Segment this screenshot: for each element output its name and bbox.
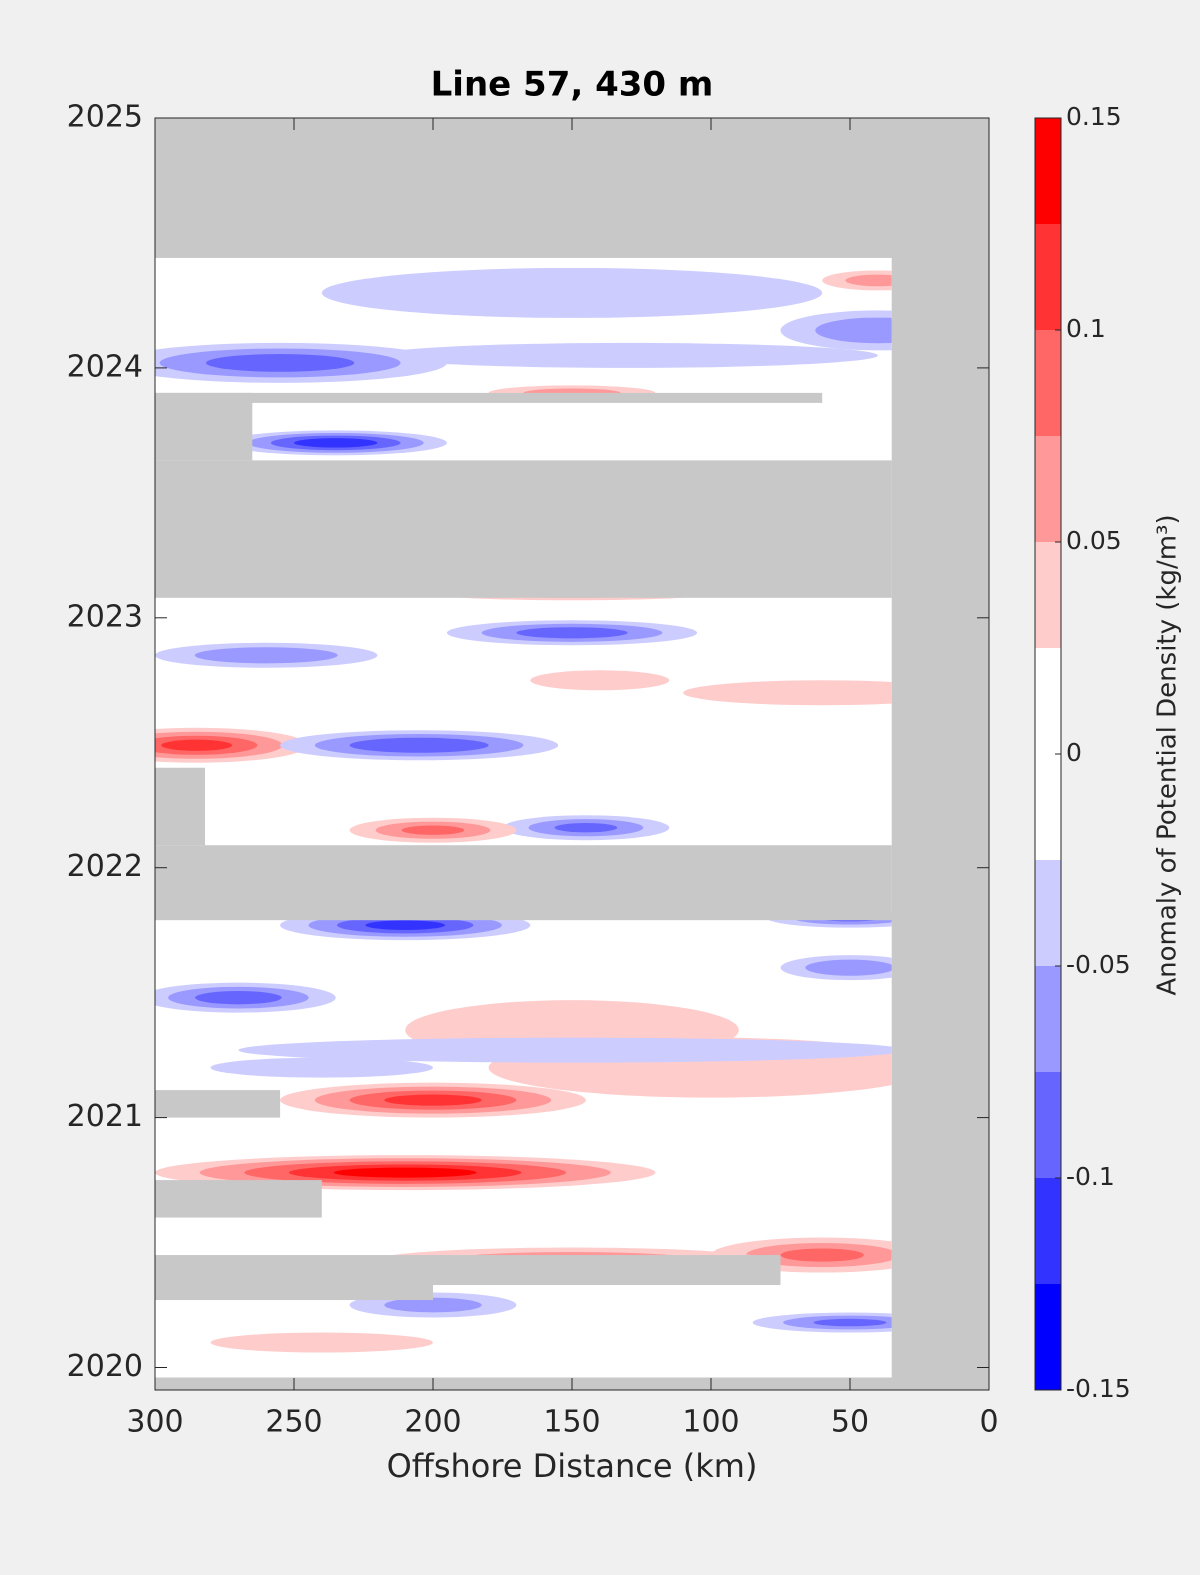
x-tick-label: 250: [265, 1405, 322, 1440]
contour-level: [813, 1318, 887, 1327]
data-gap: [155, 392, 253, 461]
contour-level: [516, 627, 628, 639]
colorbar-band: [1035, 1072, 1061, 1178]
y-tick-label: 2023: [67, 599, 143, 634]
colorbar-tick-label: 0: [1066, 738, 1082, 767]
x-axis-label: Offshore Distance (km): [387, 1447, 758, 1485]
data-gap: [155, 845, 892, 921]
colorbar-tick-label: 0.15: [1066, 102, 1122, 131]
contour-level: [384, 1094, 482, 1106]
contour-level: [161, 739, 233, 751]
chart-title: Line 57, 430 m: [431, 65, 714, 105]
contour-level: [845, 274, 892, 287]
x-tick-label: 150: [543, 1405, 600, 1440]
colorbar-tick-label: 0.05: [1066, 526, 1122, 555]
contour-field: [155, 267, 892, 1353]
contour-level: [238, 1037, 892, 1063]
colorbar-tick-label: -0.1: [1066, 1162, 1115, 1191]
contour-level: [349, 737, 489, 753]
contour-level: [205, 354, 355, 372]
data-gap: [155, 1180, 322, 1218]
contour-level: [195, 990, 282, 1005]
colorbar-tick-label: -0.05: [1066, 950, 1131, 979]
colorbar-tick-label: 0.1: [1066, 314, 1106, 343]
x-tick-label: 300: [126, 1405, 183, 1440]
data-gap: [155, 767, 206, 846]
contour-level: [333, 1167, 477, 1178]
contour-level: [554, 823, 618, 833]
colorbar-band: [1035, 860, 1061, 966]
colorbar-tick-label: -0.15: [1066, 1374, 1131, 1403]
data-gap: [433, 1255, 781, 1286]
colorbar-band: [1035, 542, 1061, 648]
colorbar-band: [1035, 966, 1061, 1072]
contour-level: [805, 959, 892, 976]
y-tick-label: 2025: [67, 100, 143, 135]
contour-level: [210, 1057, 433, 1078]
contour-level: [377, 342, 878, 368]
contour-level: [321, 267, 823, 318]
data-gap: [155, 1255, 433, 1301]
data-gap: [155, 460, 892, 598]
contour-level: [683, 680, 892, 706]
y-tick-label: 2024: [67, 349, 143, 384]
colorbar-band: [1035, 436, 1061, 542]
x-tick-label: 200: [404, 1405, 461, 1440]
contour-level: [815, 317, 892, 344]
colorbar-band: [1035, 648, 1061, 754]
data-gap: [155, 1090, 281, 1118]
x-tick-label: 0: [979, 1405, 998, 1440]
contour-level: [365, 920, 446, 930]
x-tick-label: 100: [682, 1405, 739, 1440]
colorbar-band: [1035, 1178, 1061, 1284]
colorbar-band: [1035, 224, 1061, 330]
contour-level: [530, 670, 670, 691]
y-tick-label: 2022: [67, 849, 143, 884]
colorbar-label: Anomaly of Potential Density (kg/m³): [1153, 514, 1183, 995]
contour-level: [401, 825, 465, 835]
x-tick-label: 50: [831, 1405, 869, 1440]
contour-level: [294, 438, 378, 448]
contour-level: [780, 1248, 864, 1262]
colorbar-band: [1035, 1284, 1061, 1390]
colorbar-band: [1035, 118, 1061, 224]
y-tick-label: 2020: [67, 1349, 143, 1384]
contour-level: [210, 1332, 433, 1353]
y-tick-label: 2021: [67, 1099, 143, 1134]
data-gap: [155, 392, 823, 403]
colorbar-band: [1035, 754, 1061, 860]
contour-level: [194, 647, 338, 664]
colorbar-band: [1035, 330, 1061, 436]
contour-level: [384, 1297, 482, 1313]
